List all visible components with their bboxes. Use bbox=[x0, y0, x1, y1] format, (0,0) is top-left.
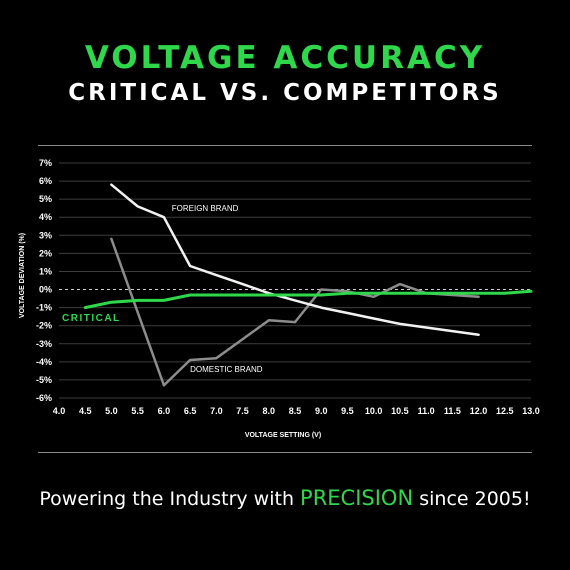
foreign-brand-label: FOREIGN BRAND bbox=[172, 204, 239, 213]
tagline-text-end: since 2005! bbox=[413, 488, 531, 510]
x-tick-label: 12.5 bbox=[496, 406, 514, 416]
x-axis-label: VOLTAGE SETTING (V) bbox=[245, 432, 321, 439]
x-tick-label: 13.0 bbox=[522, 406, 540, 416]
y-tick-label: 4% bbox=[39, 212, 52, 222]
x-tick-label: 6.0 bbox=[158, 406, 171, 416]
y-tick-label: 3% bbox=[39, 230, 52, 240]
domestic-brand-label: DOMESTIC BRAND bbox=[190, 365, 263, 374]
x-tick-label: 12.0 bbox=[470, 406, 488, 416]
y-tick-label: 2% bbox=[39, 248, 52, 258]
y-tick-label: -6% bbox=[36, 393, 52, 403]
x-tick-label: 8.5 bbox=[289, 406, 302, 416]
foreign-brand-line bbox=[110, 183, 480, 336]
page-title: VOLTAGE ACCURACY bbox=[84, 40, 486, 76]
x-tick-label: 4.0 bbox=[53, 406, 66, 416]
bottom-divider bbox=[38, 452, 532, 453]
page-subtitle: CRITICAL VS. COMPETITORS bbox=[68, 80, 502, 106]
y-tick-label: 6% bbox=[39, 176, 52, 186]
y-tick-label: 5% bbox=[39, 194, 52, 204]
x-tick-label: 10.0 bbox=[365, 406, 383, 416]
critical-label: CRITICAL bbox=[62, 313, 121, 324]
tagline-highlight: PRECISION bbox=[300, 486, 414, 510]
x-tick-label: 5.5 bbox=[131, 406, 144, 416]
x-tick-label: 8.0 bbox=[263, 406, 276, 416]
x-tick-label: 7.0 bbox=[210, 406, 223, 416]
y-tick-label: 0% bbox=[39, 285, 52, 295]
critical-line bbox=[83, 289, 533, 310]
x-tick-label: 10.5 bbox=[391, 406, 409, 416]
y-tick-label: -4% bbox=[36, 357, 52, 367]
tagline-text-start: Powering the Industry with bbox=[39, 488, 301, 510]
y-tick-label: -3% bbox=[36, 339, 52, 349]
top-divider bbox=[38, 145, 532, 146]
y-tick-label: -5% bbox=[36, 375, 52, 385]
x-tick-label: 11.0 bbox=[418, 406, 435, 416]
y-tick-label: -2% bbox=[36, 321, 52, 331]
y-tick-label: 1% bbox=[39, 266, 52, 276]
x-tick-label: 9.0 bbox=[315, 406, 328, 416]
x-tick-label: 9.5 bbox=[341, 406, 354, 416]
domestic-brand-line bbox=[110, 237, 480, 387]
x-tick-label: 11.5 bbox=[444, 406, 461, 416]
x-tick-label: 4.5 bbox=[79, 406, 92, 416]
x-tick-label: 5.0 bbox=[105, 406, 118, 416]
x-tick-label: 7.5 bbox=[236, 406, 249, 416]
y-axis-label: VOLTAGE DEVIATION (%) bbox=[19, 233, 26, 318]
tagline: Powering the Industry with PRECISION sin… bbox=[0, 486, 570, 510]
x-tick-label: 6.5 bbox=[184, 406, 197, 416]
y-tick-label: 7% bbox=[39, 158, 52, 168]
y-tick-label: -1% bbox=[36, 303, 52, 313]
